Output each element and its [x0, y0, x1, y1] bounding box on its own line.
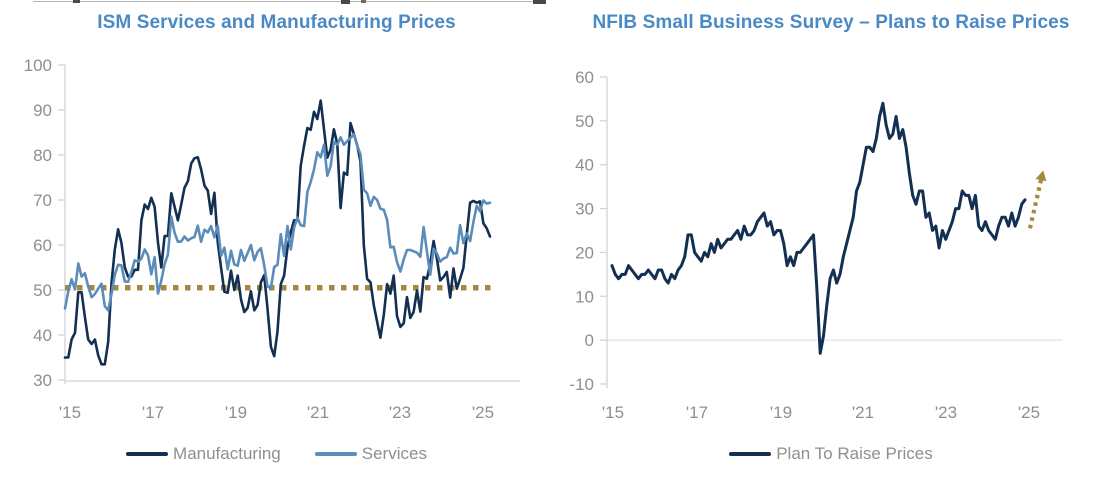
- svg-text:'19: '19: [225, 403, 247, 422]
- legend-label: Plan To Raise Prices: [776, 444, 933, 463]
- manufacturing-line-swatch: [126, 452, 169, 456]
- chart-title: NFIB Small Business Survey – Plans to Ra…: [592, 12, 1070, 33]
- cropped-content-artifact: [361, 0, 366, 3]
- cropped-content-artifact: [33, 1, 546, 2]
- svg-text:'25: '25: [472, 403, 494, 422]
- legend: Manufacturing Services: [0, 444, 553, 464]
- svg-text:50: 50: [33, 281, 52, 300]
- svg-text:'17: '17: [142, 403, 164, 422]
- svg-text:'19: '19: [770, 403, 792, 422]
- svg-text:30: 30: [33, 371, 52, 390]
- svg-text:'15: '15: [59, 403, 81, 422]
- legend-item-manufacturing: Manufacturing: [126, 444, 281, 464]
- svg-text:40: 40: [33, 326, 52, 345]
- svg-text:'23: '23: [389, 403, 411, 422]
- svg-text:80: 80: [33, 146, 52, 165]
- ism-prices-chart-panel: ISM Services and Manufacturing Prices 10…: [0, 8, 553, 464]
- svg-text:0: 0: [585, 331, 594, 350]
- svg-text:'25: '25: [1018, 403, 1040, 422]
- svg-text:60: 60: [33, 236, 52, 255]
- services-line-swatch: [314, 452, 357, 456]
- legend-label: Manufacturing: [173, 444, 281, 463]
- cropped-content-artifact: [73, 0, 80, 3]
- cropped-content-artifact: [341, 0, 350, 4]
- svg-text:100: 100: [24, 56, 52, 75]
- svg-text:'17: '17: [686, 403, 708, 422]
- svg-text:40: 40: [575, 156, 594, 175]
- ism-prices-line-chart: 100 90 80 70 60 50 40 30 '15 '17 '19 '21 '23 '25: [24, 56, 520, 422]
- svg-text:'15: '15: [602, 403, 624, 422]
- svg-text:-10: -10: [569, 375, 594, 394]
- nfib-plans-line-chart: 60 50 40 30 20 10 0 -10 '15 '17 '19 '21 '23 '25: [569, 68, 1063, 422]
- svg-text:30: 30: [575, 200, 594, 219]
- legend: Plan To Raise Prices: [553, 444, 1109, 464]
- svg-text:'21: '21: [852, 403, 874, 422]
- chart-title: ISM Services and Manufacturing Prices: [97, 12, 456, 33]
- svg-text:50: 50: [575, 112, 594, 131]
- svg-text:70: 70: [33, 191, 52, 210]
- svg-text:90: 90: [33, 101, 52, 120]
- legend-item-services: Services: [314, 444, 427, 464]
- legend-item-plan-to-raise-prices: Plan To Raise Prices: [729, 444, 933, 464]
- svg-text:10: 10: [575, 287, 594, 306]
- plan-to-raise-prices-line-swatch: [729, 452, 772, 456]
- svg-text:60: 60: [575, 68, 594, 87]
- nfib-survey-chart-panel: NFIB Small Business Survey – Plans to Ra…: [553, 8, 1109, 464]
- cropped-content-artifact: [533, 0, 546, 4]
- svg-text:'23: '23: [935, 403, 957, 422]
- legend-label: Services: [361, 444, 427, 463]
- svg-text:20: 20: [575, 243, 594, 262]
- svg-text:'21: '21: [307, 403, 329, 422]
